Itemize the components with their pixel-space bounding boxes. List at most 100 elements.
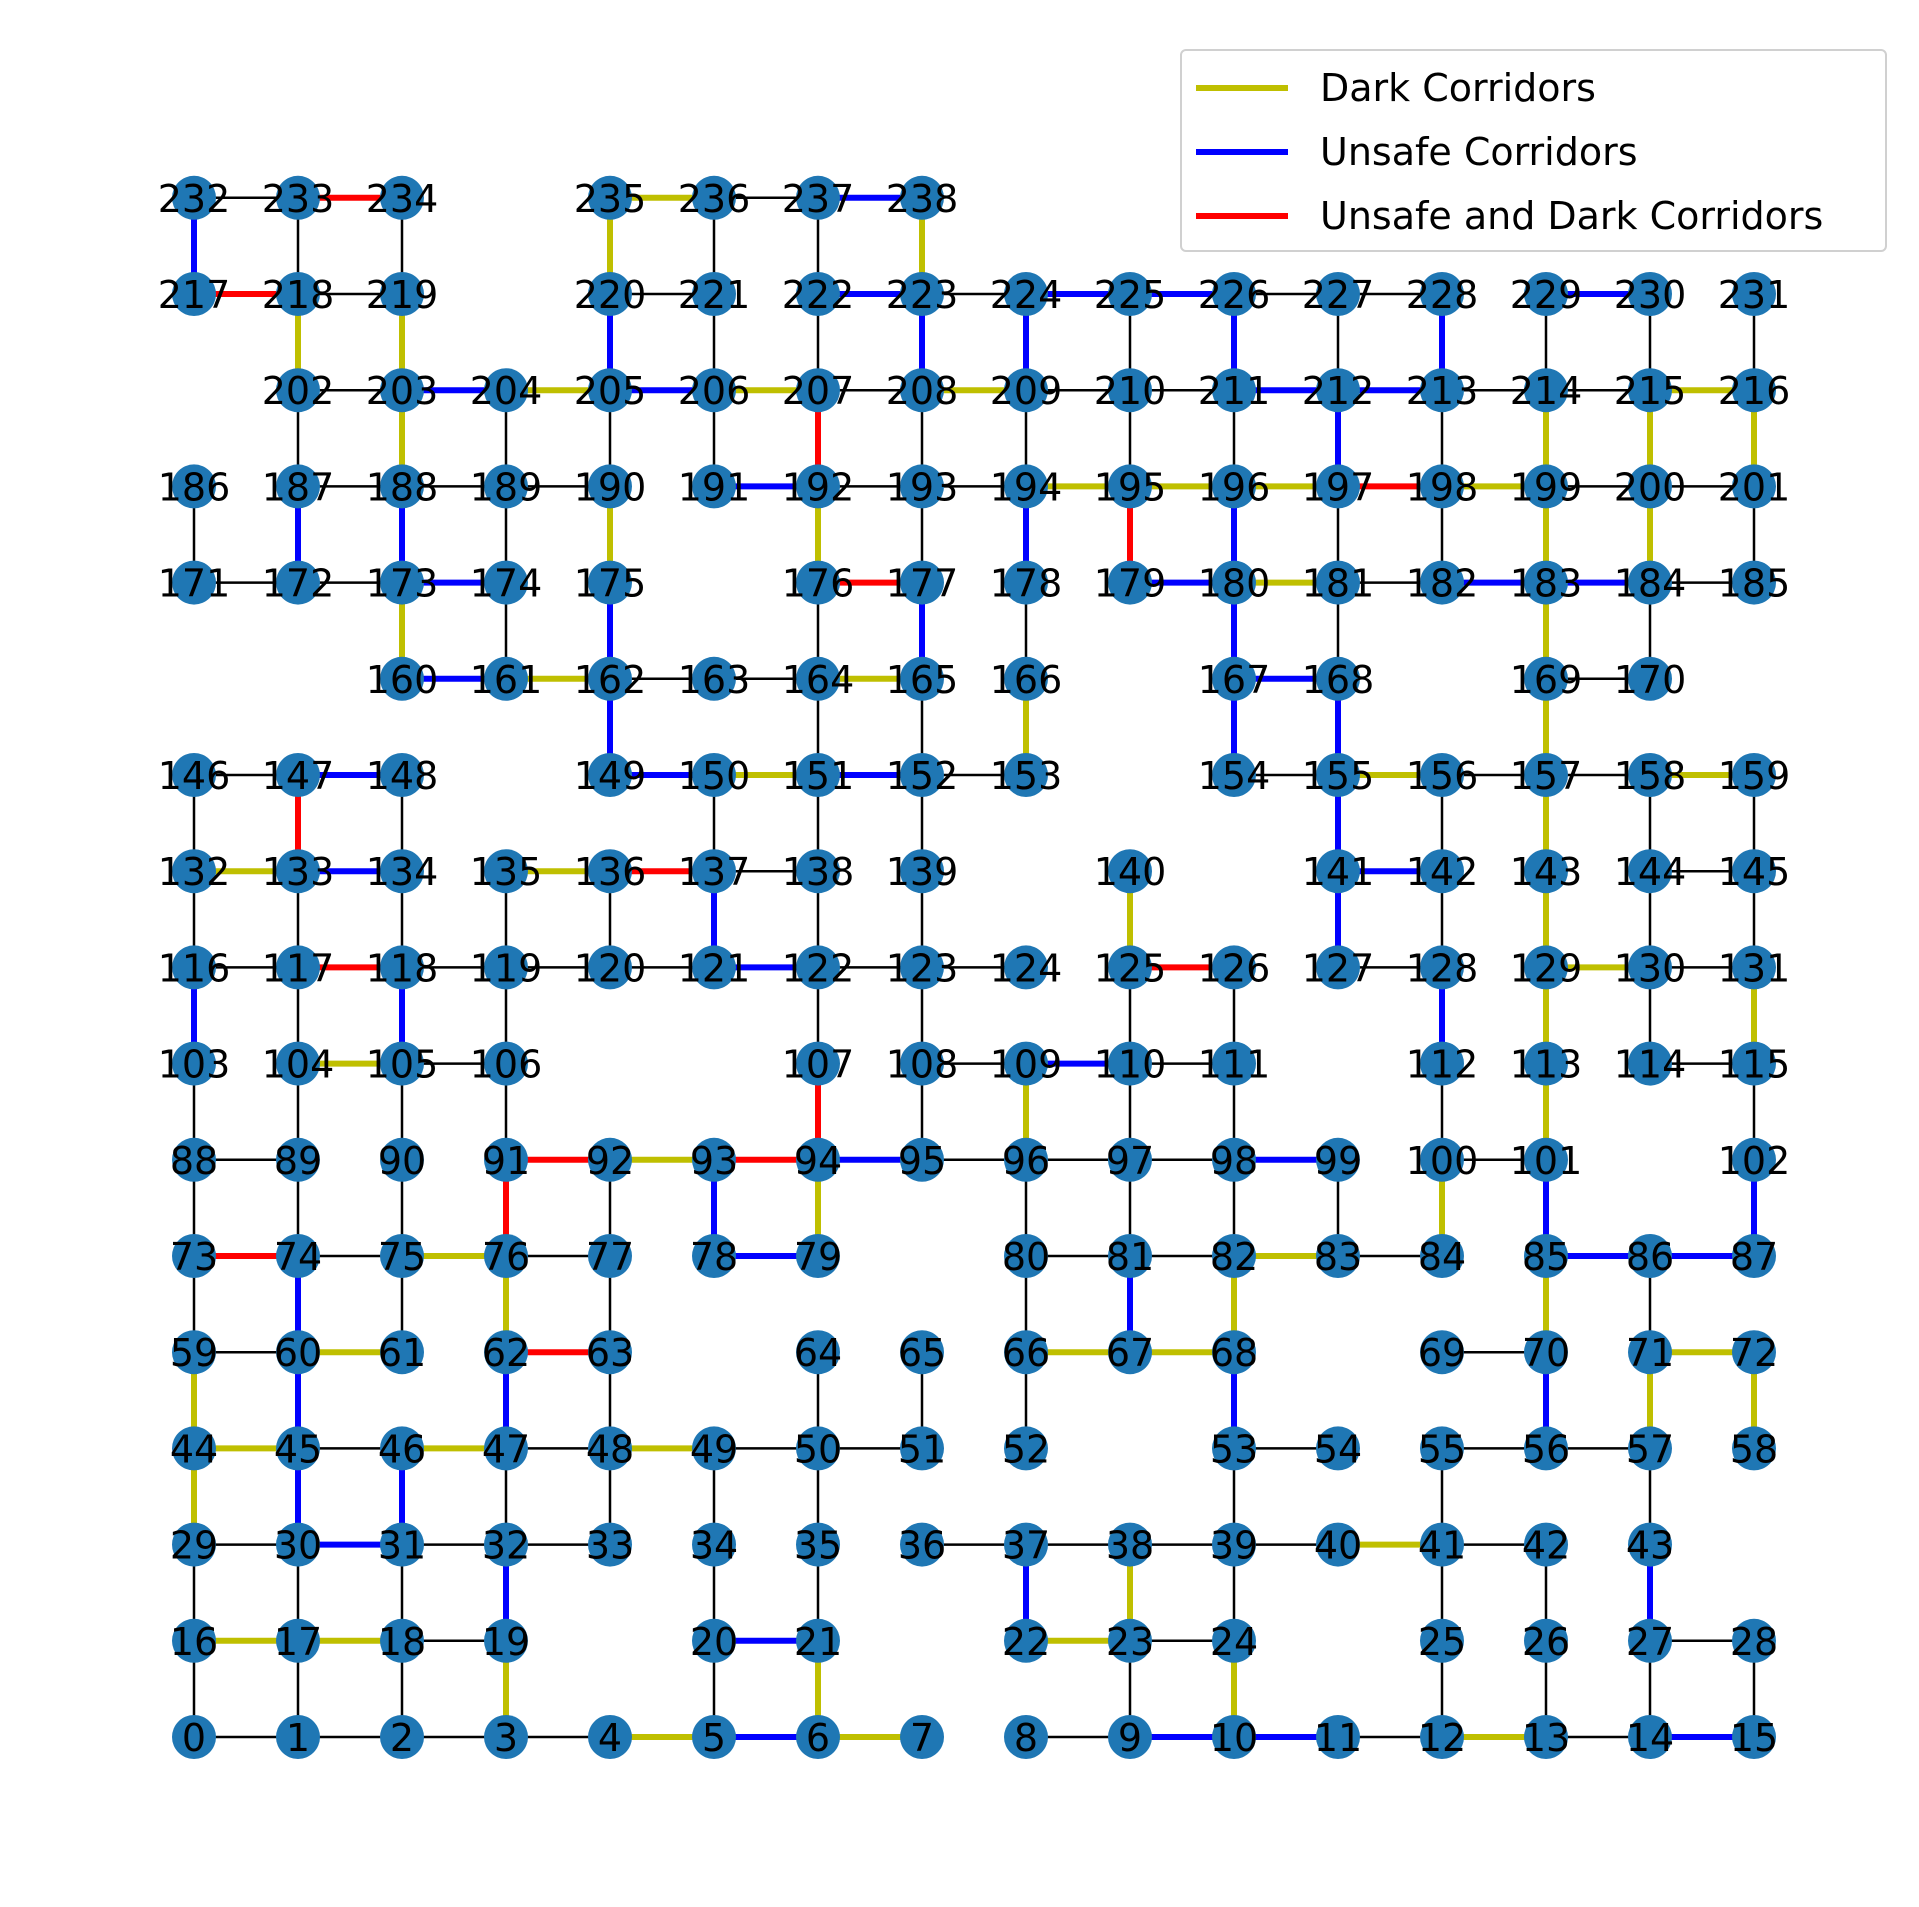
room-label-111: 111 (1198, 1043, 1271, 1087)
room-label-89: 89 (274, 1139, 322, 1183)
room-label-124: 124 (990, 946, 1063, 990)
room-label-104: 104 (262, 1043, 335, 1087)
room-node-24 (1212, 1618, 1256, 1663)
room-node-215 (1628, 368, 1672, 413)
room-node-232 (172, 175, 216, 220)
room-node-52 (1004, 1426, 1048, 1471)
room-label-22: 22 (1002, 1620, 1050, 1664)
room-label-34: 34 (690, 1524, 738, 1568)
legend-item-unsafe: Unsafe Corridors (1182, 122, 1638, 182)
room-label-237: 237 (782, 177, 855, 221)
room-node-229 (1524, 272, 1568, 316)
room-node-223 (900, 272, 944, 316)
room-node-205 (588, 368, 632, 413)
room-label-159: 159 (1718, 754, 1791, 798)
room-node-39 (1212, 1522, 1256, 1567)
room-node-172 (276, 560, 320, 605)
room-node-206 (692, 368, 736, 413)
room-label-66: 66 (1002, 1331, 1050, 1375)
room-label-203: 203 (366, 369, 439, 413)
room-node-115 (1732, 1041, 1776, 1086)
room-node-119 (484, 945, 528, 990)
room-node-203 (380, 368, 424, 413)
room-node-191 (692, 464, 736, 509)
room-label-94: 94 (794, 1139, 842, 1183)
room-label-80: 80 (1002, 1235, 1050, 1279)
room-node-129 (1524, 945, 1568, 990)
room-label-220: 220 (574, 273, 647, 317)
room-node-144 (1628, 849, 1672, 894)
room-node-64 (796, 1330, 840, 1375)
room-node-59 (172, 1330, 216, 1375)
room-node-143 (1524, 849, 1568, 894)
room-node-41 (1420, 1522, 1464, 1567)
room-node-46 (380, 1426, 424, 1471)
room-node-180 (1212, 560, 1256, 605)
room-node-44 (172, 1426, 216, 1471)
room-node-219 (380, 272, 424, 316)
room-label-176: 176 (782, 562, 855, 606)
room-label-197: 197 (1302, 465, 1375, 509)
room-label-4: 4 (598, 1716, 622, 1760)
room-label-199: 199 (1510, 465, 1583, 509)
room-node-20 (692, 1618, 736, 1663)
room-node-198 (1420, 464, 1464, 509)
room-label-154: 154 (1198, 754, 1271, 798)
room-label-90: 90 (378, 1139, 426, 1183)
room-label-177: 177 (886, 562, 959, 606)
room-label-107: 107 (782, 1043, 855, 1087)
room-node-149 (588, 753, 632, 797)
room-label-224: 224 (990, 273, 1063, 317)
room-label-150: 150 (678, 754, 751, 798)
room-label-213: 213 (1406, 369, 1479, 413)
room-label-226: 226 (1198, 273, 1271, 317)
room-label-11: 11 (1314, 1716, 1362, 1760)
room-node-171 (172, 560, 216, 605)
room-node-98 (1212, 1137, 1256, 1182)
room-node-178 (1004, 560, 1048, 605)
room-node-69 (1420, 1330, 1464, 1375)
room-node-83 (1316, 1234, 1360, 1278)
room-label-73: 73 (170, 1235, 218, 1279)
room-label-225: 225 (1094, 273, 1167, 317)
room-label-110: 110 (1094, 1043, 1167, 1087)
room-node-50 (796, 1426, 840, 1471)
room-label-181: 181 (1302, 562, 1375, 606)
room-label-67: 67 (1106, 1331, 1154, 1375)
room-label-15: 15 (1730, 1716, 1778, 1760)
room-node-109 (1004, 1041, 1048, 1086)
room-label-91: 91 (482, 1139, 530, 1183)
room-label-235: 235 (574, 177, 647, 221)
room-node-100 (1420, 1137, 1464, 1182)
room-label-215: 215 (1614, 369, 1687, 413)
room-label-130: 130 (1614, 946, 1687, 990)
room-node-154 (1212, 753, 1256, 797)
room-label-42: 42 (1522, 1524, 1570, 1568)
room-label-48: 48 (586, 1427, 634, 1471)
room-node-33 (588, 1522, 632, 1567)
room-label-87: 87 (1730, 1235, 1778, 1279)
room-label-46: 46 (378, 1427, 426, 1471)
room-label-116: 116 (158, 946, 231, 990)
room-node-6 (796, 1715, 840, 1759)
room-node-26 (1524, 1618, 1568, 1663)
room-label-195: 195 (1094, 465, 1167, 509)
room-node-11 (1316, 1715, 1360, 1759)
room-label-223: 223 (886, 273, 959, 317)
room-label-229: 229 (1510, 273, 1583, 317)
room-node-152 (900, 753, 944, 797)
room-label-157: 157 (1510, 754, 1583, 798)
room-node-30 (276, 1522, 320, 1567)
room-label-26: 26 (1522, 1620, 1570, 1664)
room-node-58 (1732, 1426, 1776, 1471)
room-node-103 (172, 1041, 216, 1086)
room-label-63: 63 (586, 1331, 634, 1375)
room-label-33: 33 (586, 1524, 634, 1568)
room-label-93: 93 (690, 1139, 738, 1183)
room-node-181 (1316, 560, 1360, 605)
room-label-60: 60 (274, 1331, 322, 1375)
room-label-238: 238 (886, 177, 959, 221)
room-label-205: 205 (574, 369, 647, 413)
room-label-28: 28 (1730, 1620, 1778, 1664)
